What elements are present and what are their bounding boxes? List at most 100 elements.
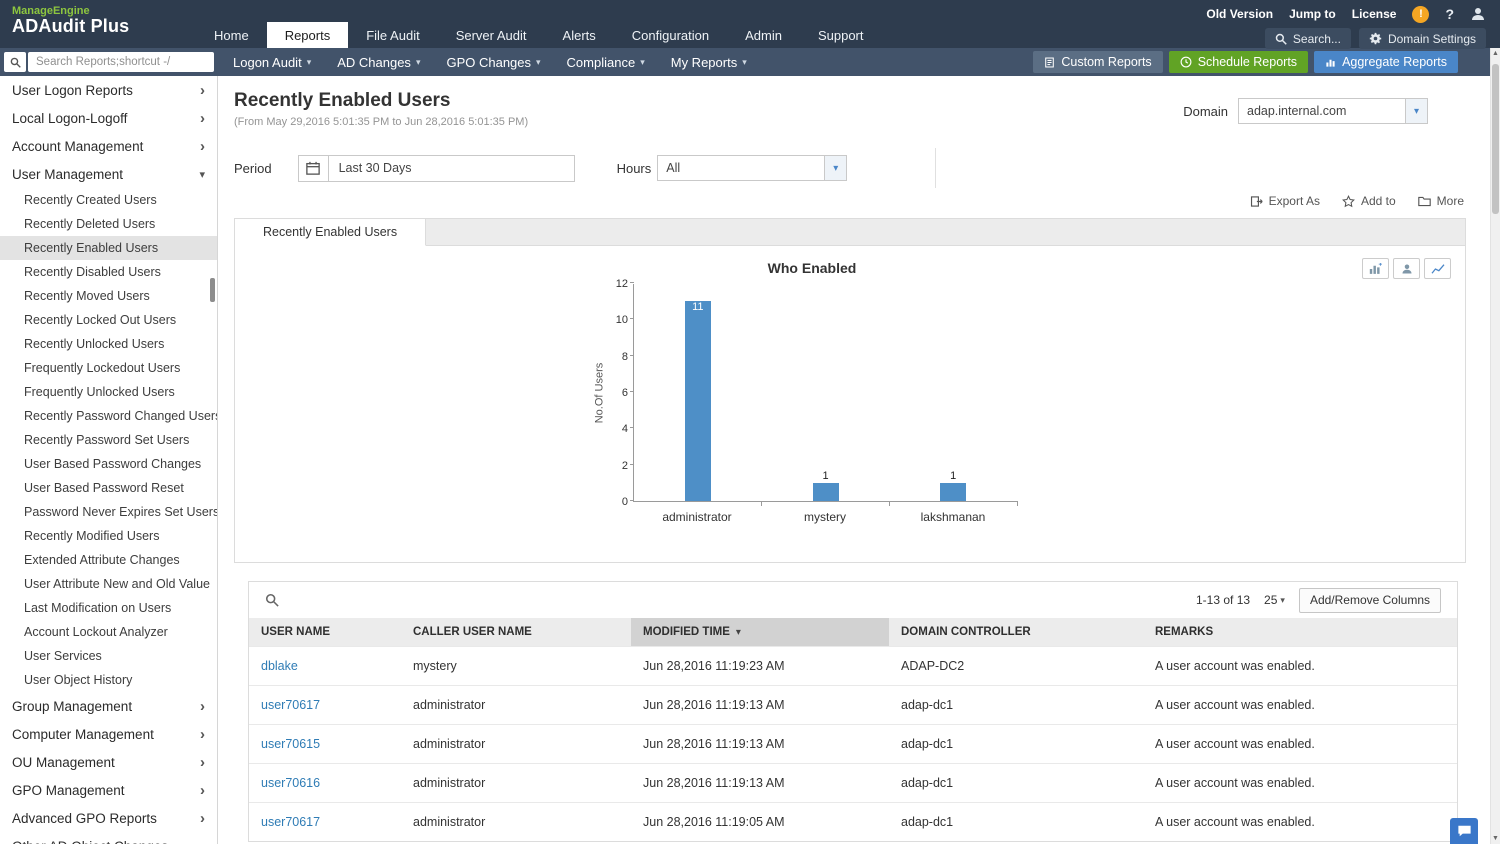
schedule-reports-button[interactable]: Schedule Reports [1168,51,1309,73]
user-link[interactable]: user70616 [261,776,321,790]
aggregate-reports-button[interactable]: Aggregate Reports [1314,51,1458,73]
scrollbar-thumb[interactable] [1492,64,1499,214]
export-as-button[interactable]: Export As [1250,194,1320,208]
column-header-domain-controller[interactable]: DOMAIN CONTROLLER [889,618,1143,647]
sidebar-item-account-lockout-analyzer[interactable]: Account Lockout Analyzer [24,625,168,639]
bar-mystery[interactable] [812,482,839,501]
tab-recently-enabled-users[interactable]: Recently Enabled Users [235,219,427,246]
feedback-chat-button[interactable] [1450,818,1478,844]
menu-compliance[interactable]: Compliance ▾ [554,48,658,76]
star-icon [1342,194,1355,208]
sidebar-item-recently-disabled-users[interactable]: Recently Disabled Users [24,265,161,279]
notification-icon[interactable]: ! [1412,5,1430,23]
schedule-reports-label: Schedule Reports [1197,55,1298,69]
sidebar-item-recently-created-users[interactable]: Recently Created Users [24,193,157,207]
table-row: user70615 administrator Jun 28,2016 11:19:… [249,724,1457,764]
sidebar-item-recently-locked-out-users[interactable]: Recently Locked Out Users [24,313,177,327]
user-link[interactable]: user70617 [261,698,321,712]
line-chart-icon[interactable] [1424,258,1451,279]
jump-to-link[interactable]: Jump to [1289,7,1336,21]
nav-file-audit[interactable]: File Audit [366,27,420,43]
sidebar-item-recently-deleted-users[interactable]: Recently Deleted Users [24,217,156,231]
sidebar-group-gpo-management[interactable]: GPO Management › [0,776,217,804]
user-link[interactable]: user70617 [261,815,321,829]
account-icon[interactable] [1470,6,1486,22]
menu-gpo-changes[interactable]: GPO Changes ▾ [433,48,553,76]
sidebar-group-group-management[interactable]: Group Management › [0,692,217,720]
report-search-icon[interactable] [4,52,26,72]
calendar-icon[interactable] [299,155,329,181]
sidebar-item-recently-moved-users[interactable]: Recently Moved Users [24,289,150,303]
menu-ad-changes[interactable]: AD Changes ▾ [324,48,433,76]
table-search-icon[interactable] [265,593,279,607]
nav-admin[interactable]: Admin [745,27,782,43]
sidebar-item-recently-unlocked-users[interactable]: Recently Unlocked Users [24,337,165,351]
sidebar-item-frequently-unlocked-users[interactable]: Frequently Unlocked Users [24,385,175,399]
column-header-user-name[interactable]: USER NAME [249,618,401,647]
sidebar-group-other-ad-object-changes[interactable]: Other AD Object Changes › [0,832,217,844]
sidebar-item-recently-modified-users[interactable]: Recently Modified Users [24,529,160,543]
nav-alerts[interactable]: Alerts [562,27,596,43]
sidebar-group-computer-management[interactable]: Computer Management › [0,720,217,748]
scroll-down-icon[interactable]: ▼ [1492,835,1499,842]
vertical-scrollbar[interactable]: ▲ ▼ [1490,48,1500,844]
sidebar-item-user-object-history[interactable]: User Object History [24,673,133,687]
nav-reports[interactable]: Reports [266,22,349,48]
column-header-modified-time[interactable]: MODIFIED TIME ▾ [631,618,889,647]
domain-select[interactable]: adap.internal.com ▾ [1238,98,1428,124]
sidebar-item-frequently-lockedout-users[interactable]: Frequently Lockedout Users [24,361,181,375]
sidebar-nav: User Logon Reports › Local Logon-Logoff › Ac… [0,76,217,844]
sidebar-item-user-services[interactable]: User Services [24,649,102,663]
sidebar-item-recently-password-set-users[interactable]: Recently Password Set Users [24,433,190,447]
sidebar-group-local-logon-logoff[interactable]: Local Logon-Logoff › [0,104,217,132]
sidebar-group-account-management[interactable]: Account Management › [0,132,217,160]
domain-settings-button[interactable]: Domain Settings [1358,28,1486,49]
user-link[interactable]: dblake [261,659,298,673]
hours-select[interactable]: All ▾ [657,155,848,181]
sidebar-item-user-attribute-new-and-old-value[interactable]: User Attribute New and Old Value [24,577,210,591]
sidebar-scroll-thumb[interactable] [210,278,215,302]
scroll-up-icon[interactable]: ▲ [1492,50,1499,57]
nav-support[interactable]: Support [817,27,864,43]
menu-logon-audit[interactable]: Logon Audit ▾ [220,48,324,76]
report-search-input[interactable] [28,56,214,68]
sidebar-group-label: Computer Management [12,726,154,742]
results-panel: 1-13 of 13 25 ▾ Add/Remove Columns USER … [248,581,1458,842]
nav-home[interactable]: Home [214,27,249,43]
sidebar-item-last-modification-on-users[interactable]: Last Modification on Users [24,601,172,615]
period-value-field[interactable]: Last 30 Days [338,161,412,175]
sidebar-item-password-never-expires-set-users[interactable]: Password Never Expires Set Users [24,505,217,519]
search-button[interactable]: Search... [1264,28,1351,49]
add-remove-columns-button[interactable]: Add/Remove Columns [1298,587,1441,613]
sidebar-item-recently-enabled-users[interactable]: Recently Enabled Users [0,236,217,260]
column-header-remarks[interactable]: REMARKS [1143,618,1457,647]
chart-xlabels: administrator mystery lakshmanan [633,510,1017,524]
license-link[interactable]: License [1351,7,1397,21]
sidebar-item-recently-password-changed-users[interactable]: Recently Password Changed Users [24,409,217,423]
nav-server-audit[interactable]: Server Audit [455,27,527,43]
user-link[interactable]: user70615 [261,737,321,751]
bar-lakshmanan[interactable] [940,482,967,501]
sidebar-item-user-based-password-changes[interactable]: User Based Password Changes [24,457,202,471]
add-to-button[interactable]: Add to [1342,194,1396,208]
user-chart-icon[interactable] [1393,258,1420,279]
sidebar-group-user-management[interactable]: User Management ▾ [0,160,217,188]
page-size-select[interactable]: 25 ▾ [1264,593,1285,607]
x-category-label: lakshmanan [920,510,986,524]
sidebar-group-user-logon-reports[interactable]: User Logon Reports › [0,76,217,104]
old-version-link[interactable]: Old Version [1206,7,1274,21]
nav-configuration[interactable]: Configuration [631,27,710,43]
custom-reports-button[interactable]: Custom Reports [1033,51,1163,73]
column-header-caller-user-name[interactable]: CALLER USER NAME [401,618,631,647]
sidebar-group-ou-management[interactable]: OU Management › [0,748,217,776]
chevron-down-icon: ▾ [1405,99,1427,123]
bar-chart-icon[interactable] [1362,258,1389,279]
header-links: Old Version Jump to License [1206,7,1396,21]
sidebar-item-user-based-password-reset[interactable]: User Based Password Reset [24,481,184,495]
sidebar-group-advanced-gpo-reports[interactable]: Advanced GPO Reports › [0,804,217,832]
menu-my-reports[interactable]: My Reports ▾ [658,48,760,76]
bar-administrator[interactable]: 11 [684,301,711,501]
help-icon[interactable]: ? [1445,6,1454,22]
more-button[interactable]: More [1417,194,1464,208]
sidebar-item-extended-attribute-changes[interactable]: Extended Attribute Changes [24,553,180,567]
